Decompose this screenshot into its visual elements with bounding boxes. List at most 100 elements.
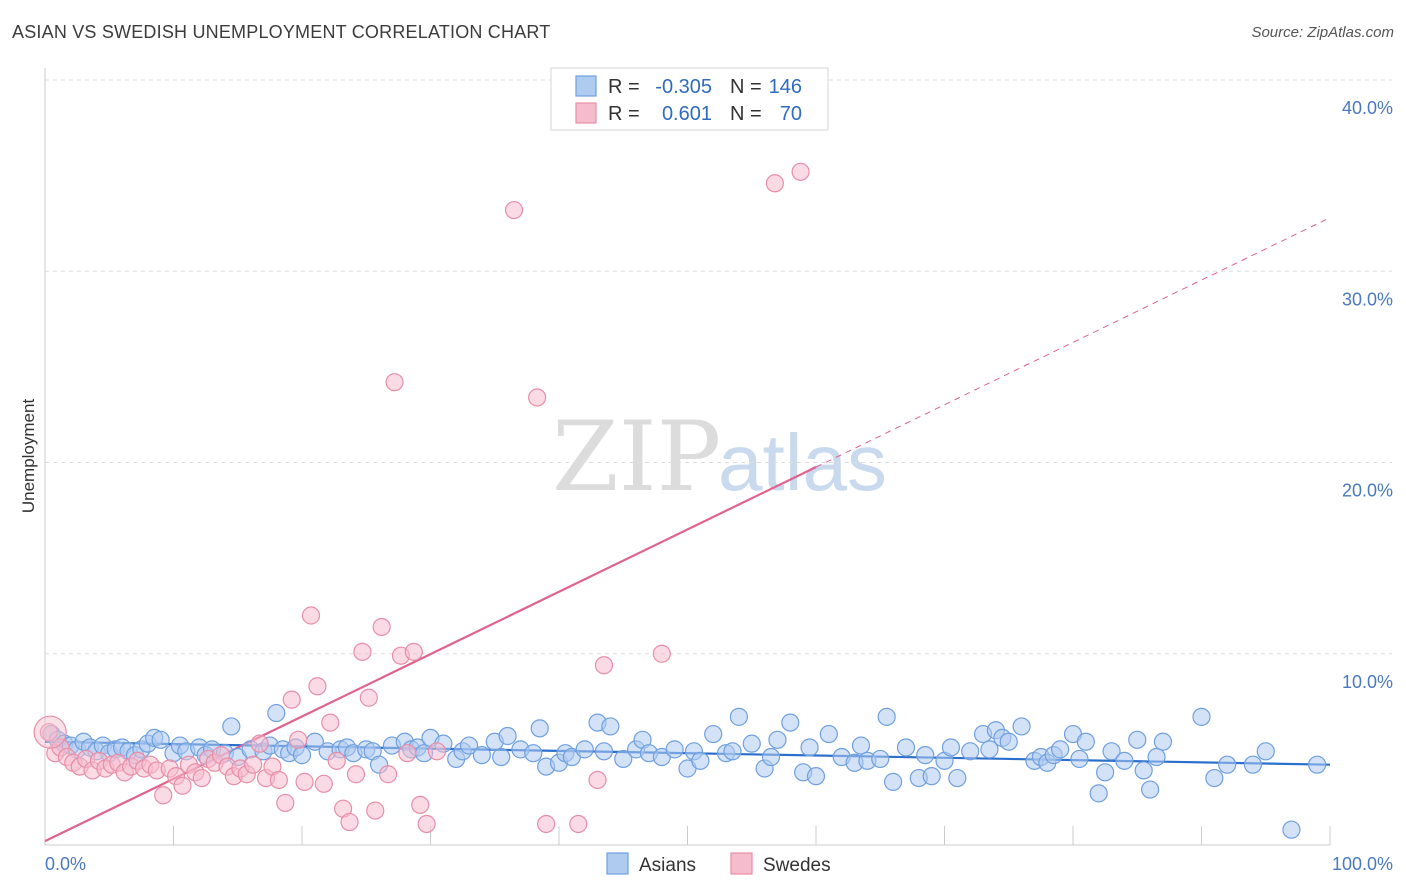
- swedes-point: [244, 755, 263, 774]
- swedes-point: [594, 656, 614, 675]
- data-points: [33, 162, 1327, 839]
- swedes-point: [327, 751, 346, 770]
- asians-point: [729, 707, 749, 726]
- asians-point: [222, 717, 241, 736]
- asians-point: [1070, 749, 1089, 769]
- asians-point: [594, 742, 614, 761]
- y-tick-label: 40.0%: [1342, 98, 1393, 118]
- swedes-point: [276, 793, 295, 813]
- series-swatch-swedes: [730, 852, 753, 875]
- stats-legend-box: [550, 67, 829, 131]
- asians-point: [941, 738, 961, 757]
- asians-point: [1076, 732, 1095, 751]
- asians-point: [1128, 730, 1147, 749]
- swedes-point: [314, 774, 333, 793]
- swedes-point-large: [33, 715, 67, 749]
- asians-point: [1147, 747, 1166, 767]
- asians-point: [614, 749, 633, 769]
- asians-point: [819, 724, 838, 744]
- asians-point: [723, 742, 742, 761]
- swedes-point: [404, 642, 423, 661]
- swedes-point: [346, 765, 366, 784]
- y-tick-label: 30.0%: [1342, 289, 1393, 309]
- asians-point: [292, 746, 312, 765]
- swedes-point: [398, 744, 417, 763]
- asians-point: [151, 730, 170, 749]
- legend-n-value-swedes: 70: [780, 103, 802, 125]
- x-tick-label-min: 0.0%: [45, 854, 86, 874]
- legend-swatch-swedes: [575, 102, 597, 124]
- watermark-atlas: atlas: [718, 418, 887, 507]
- asians-point: [1134, 761, 1153, 780]
- swedes-point: [295, 772, 314, 791]
- asians-point: [1012, 717, 1031, 736]
- series-label-asians: Asians: [639, 855, 696, 876]
- series-swatch-asians: [606, 852, 629, 875]
- asians-point: [1140, 780, 1160, 799]
- asians-point: [472, 746, 491, 765]
- swedes-point: [250, 734, 269, 753]
- swedes-point: [588, 770, 607, 790]
- asians-point: [524, 744, 543, 763]
- swedes-point: [192, 768, 211, 788]
- legend-r-value-asians: -0.305: [655, 76, 712, 98]
- asians-point: [1308, 755, 1327, 774]
- swedes-point: [301, 606, 321, 625]
- asians-point: [601, 717, 620, 736]
- swedes-point: [652, 644, 671, 663]
- asians-point: [1205, 768, 1224, 788]
- swedes-point: [39, 723, 58, 742]
- asians-point: [922, 767, 941, 786]
- legend-r-label-swedes: R =: [608, 103, 640, 125]
- series-legend: Asians Swedes: [606, 852, 831, 876]
- y-tick-label: 20.0%: [1342, 481, 1393, 501]
- asians-point: [575, 740, 594, 759]
- source-label: Source: ZipAtlas.com: [1251, 24, 1394, 41]
- swedes-point: [537, 814, 556, 834]
- swedes-point: [417, 814, 436, 834]
- asians-point: [1243, 755, 1263, 774]
- asians-point: [1192, 707, 1211, 726]
- axes: 10.0% 20.0% 30.0% 40.0% 0.0% 100.0%: [44, 68, 1393, 874]
- asians-point: [530, 719, 549, 738]
- asians-point: [1051, 740, 1070, 759]
- swedes-point: [340, 812, 359, 832]
- swedes-point: [791, 162, 810, 181]
- trend-line-swedes-extrapolated: [815, 217, 1331, 468]
- y-tick-label: 10.0%: [1342, 672, 1393, 692]
- asians-point: [883, 772, 903, 791]
- asians-point: [800, 738, 819, 757]
- swedes-point: [765, 174, 784, 193]
- asians-point: [691, 751, 710, 770]
- asians-point: [742, 734, 761, 753]
- asians-point: [665, 740, 684, 759]
- asians-point: [948, 768, 967, 788]
- asians-point: [806, 767, 826, 786]
- asians-point: [459, 736, 479, 755]
- chart-title: ASIAN VS SWEDISH UNEMPLOYMENT CORRELATIO…: [12, 22, 551, 42]
- series-label-swedes: Swedes: [763, 855, 831, 876]
- swedes-point: [411, 795, 430, 814]
- swedes-point: [504, 200, 524, 220]
- swedes-point: [366, 801, 385, 820]
- asians-point: [999, 732, 1018, 751]
- swedes-point: [569, 814, 588, 834]
- swedes-point: [308, 677, 327, 696]
- asians-point: [980, 740, 999, 759]
- watermark-zip: ZIP: [552, 401, 721, 513]
- swedes-point: [359, 688, 378, 707]
- swedes-point: [321, 713, 340, 732]
- asians-point: [1096, 763, 1115, 782]
- swedes-point: [353, 642, 372, 661]
- asians-point: [871, 749, 890, 769]
- asians-point: [781, 713, 800, 732]
- asians-point: [961, 742, 980, 761]
- asians-point: [1256, 742, 1275, 761]
- swedes-point: [385, 373, 404, 392]
- asians-point: [1153, 732, 1173, 751]
- grid-lines: [45, 79, 1392, 655]
- asians-point: [1089, 784, 1108, 803]
- asians-point: [704, 724, 723, 744]
- asians-point: [768, 730, 787, 749]
